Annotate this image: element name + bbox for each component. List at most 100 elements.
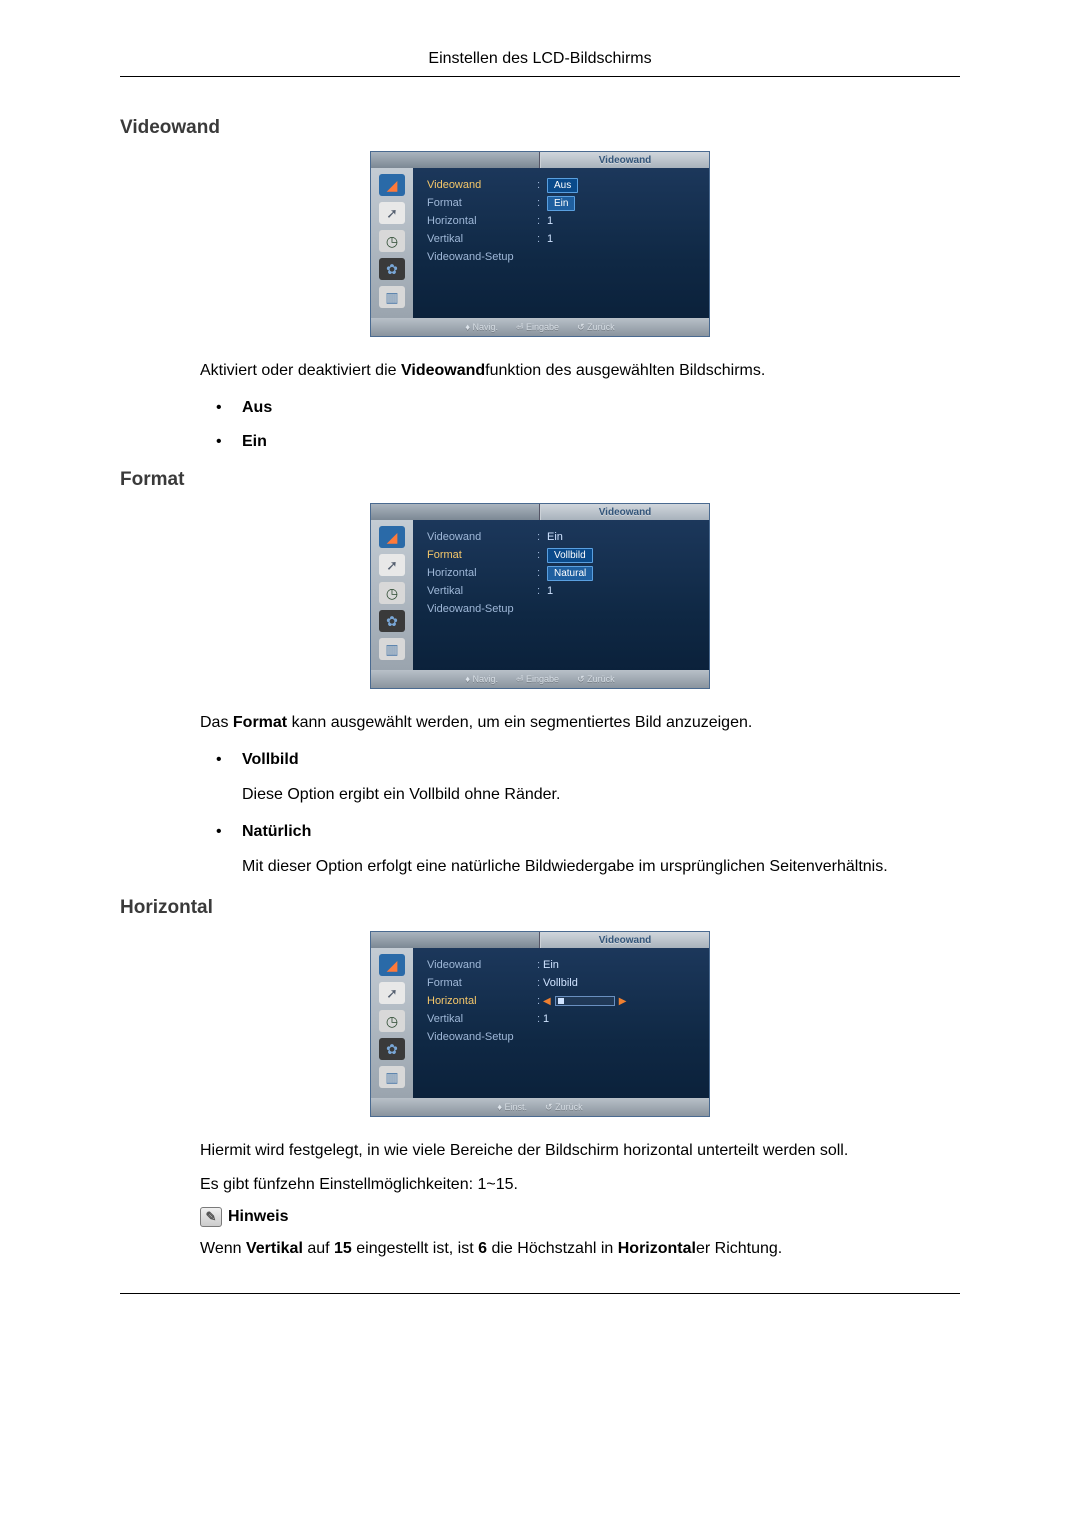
picture-icon: ◢ (379, 174, 405, 196)
horizontal-hint-text: Wenn Vertikal auf 15 eingestellt ist, is… (200, 1237, 960, 1261)
osd-value: Ein (547, 531, 563, 543)
list-item: Natürlich Mit dieser Option erfolgt eine… (216, 823, 960, 879)
osd-row-label: Format (427, 977, 537, 989)
horizontal-desc2: Es gibt fünfzehn Einstellmöglichkeiten: … (200, 1173, 960, 1197)
osd-footer: ♦ Navig. ⏎ Eingabe ↺ Zurück (371, 318, 709, 336)
list-item: Vollbild Diese Option ergibt ein Vollbil… (216, 751, 960, 807)
osd-format: Videowand ◢ ➚ ◷ ✿ ▥ Videowand : Ein (120, 503, 960, 689)
osd-horizontal: Videowand ◢ ➚ ◷ ✿ ▥ Videowand : Ein (120, 931, 960, 1117)
osd-title: Videowand (540, 152, 709, 168)
chart-icon: ▥ (379, 638, 405, 660)
gear-icon: ✿ (379, 610, 405, 632)
osd-option: Ein (547, 196, 575, 211)
picture-icon: ◢ (379, 954, 405, 976)
hint-label: Hinweis (228, 1208, 288, 1226)
osd-row: Videowand : Ein (427, 956, 699, 974)
osd-row: Vertikal : 1 (427, 582, 699, 600)
osd-value: 1 (547, 585, 553, 597)
osd-row-label: Vertikal (427, 585, 537, 597)
osd-row: Videowand : Ein (427, 528, 699, 546)
section-title-horizontal: Horizontal (120, 897, 960, 919)
osd-option: Aus (547, 178, 578, 193)
osd-row: Format : Vollbild (427, 546, 699, 564)
arrow-right-icon: ▶ (619, 996, 627, 1007)
footer-rule (120, 1293, 960, 1294)
osd-row: Videowand-Setup (427, 248, 699, 266)
osd-icon-col: ◢ ➚ ◷ ✿ ▥ (371, 168, 413, 318)
osd-row-label: Format (427, 549, 537, 561)
osd-row-label: Videowand-Setup (427, 603, 537, 615)
osd-icon-col: ◢ ➚ ◷ ✿ ▥ (371, 520, 413, 670)
osd-row: Horizontal : ◀ ▶ (427, 992, 699, 1010)
osd-footer-enter: ⏎ Eingabe (516, 322, 559, 333)
document-page: Einstellen des LCD-Bildschirms Videowand… (0, 0, 1080, 1354)
osd-title: Videowand (540, 932, 709, 948)
chart-icon: ▥ (379, 286, 405, 308)
osd-value: Ein (543, 959, 559, 971)
osd-slider: ◀ ▶ (543, 996, 626, 1007)
osd-tab-left (371, 152, 540, 168)
picture-icon: ◢ (379, 526, 405, 548)
osd-footer-back: ↺ Zurück (545, 1102, 583, 1113)
osd-row-label: Vertikal (427, 1013, 537, 1025)
osd-footer: ♦ Einst. ↺ Zurück (371, 1098, 709, 1116)
osd-row: Horizontal : Natural (427, 564, 699, 582)
arrow-left-icon: ◀ (543, 996, 551, 1007)
osd-row-label: Videowand-Setup (427, 1031, 537, 1043)
arrow-icon: ➚ (379, 982, 405, 1004)
osd-row-label: Videowand (427, 959, 537, 971)
clock-icon: ◷ (379, 1010, 405, 1032)
page-header: Einstellen des LCD-Bildschirms (120, 50, 960, 77)
osd-row-label: Vertikal (427, 233, 537, 245)
osd-row-label: Videowand-Setup (427, 251, 537, 263)
osd-option: Vollbild (547, 548, 593, 563)
osd-value: Vollbild (543, 977, 578, 989)
osd-value: 1 (547, 215, 553, 227)
clock-icon: ◷ (379, 230, 405, 252)
gear-icon: ✿ (379, 258, 405, 280)
osd-row-label: Format (427, 197, 537, 209)
osd-videowand: Videowand ◢ ➚ ◷ ✿ ▥ Videowand : Aus (120, 151, 960, 337)
format-desc: Das Format kann ausgewählt werden, um ei… (200, 711, 960, 735)
osd-footer-nav: ♦ Navig. (465, 322, 498, 332)
osd-tab-left (371, 504, 540, 520)
list-item: Aus (216, 399, 960, 417)
osd-row-label: Videowand (427, 179, 537, 191)
osd-row: Format : Ein (427, 194, 699, 212)
chart-icon: ▥ (379, 1066, 405, 1088)
osd-footer-back: ↺ Zurück (577, 322, 615, 333)
osd-footer: ♦ Navig. ⏎ Eingabe ↺ Zurück (371, 670, 709, 688)
arrow-icon: ➚ (379, 554, 405, 576)
osd-value: 1 (543, 1013, 549, 1025)
osd-row: Vertikal : 1 (427, 230, 699, 248)
osd-title: Videowand (540, 504, 709, 520)
horizontal-desc1: Hiermit wird festgelegt, in wie viele Be… (200, 1139, 960, 1163)
osd-footer-enter: ⏎ Eingabe (516, 674, 559, 685)
osd-footer-nav: ♦ Navig. (465, 674, 498, 684)
osd-row: Videowand-Setup (427, 1028, 699, 1046)
section-title-videowand: Videowand (120, 117, 960, 139)
section-title-format: Format (120, 469, 960, 491)
osd-footer-adjust: ♦ Einst. (497, 1102, 527, 1112)
osd-option: Natural (547, 566, 593, 581)
osd-row: Vertikal : 1 (427, 1010, 699, 1028)
gear-icon: ✿ (379, 1038, 405, 1060)
osd-footer-back: ↺ Zurück (577, 674, 615, 685)
osd-row-label: Videowand (427, 531, 537, 543)
videowand-options: Aus Ein (216, 399, 960, 451)
list-item: Ein (216, 433, 960, 451)
hint-row: ✎ Hinweis (200, 1207, 960, 1227)
osd-tab-left (371, 932, 540, 948)
arrow-icon: ➚ (379, 202, 405, 224)
videowand-desc: Aktiviert oder deaktiviert die Videowand… (200, 359, 960, 383)
clock-icon: ◷ (379, 582, 405, 604)
osd-row-label: Horizontal (427, 215, 537, 227)
osd-icon-col: ◢ ➚ ◷ ✿ ▥ (371, 948, 413, 1098)
osd-row-label: Horizontal (427, 567, 537, 579)
osd-row: Format : Vollbild (427, 974, 699, 992)
format-options: Vollbild Diese Option ergibt ein Vollbil… (216, 751, 960, 879)
osd-row: Horizontal : 1 (427, 212, 699, 230)
osd-value: 1 (547, 233, 553, 245)
osd-row: Videowand-Setup (427, 600, 699, 618)
note-icon: ✎ (200, 1207, 222, 1227)
